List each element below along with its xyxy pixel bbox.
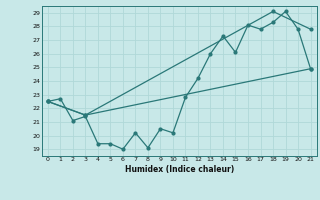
X-axis label: Humidex (Indice chaleur): Humidex (Indice chaleur) bbox=[124, 165, 234, 174]
